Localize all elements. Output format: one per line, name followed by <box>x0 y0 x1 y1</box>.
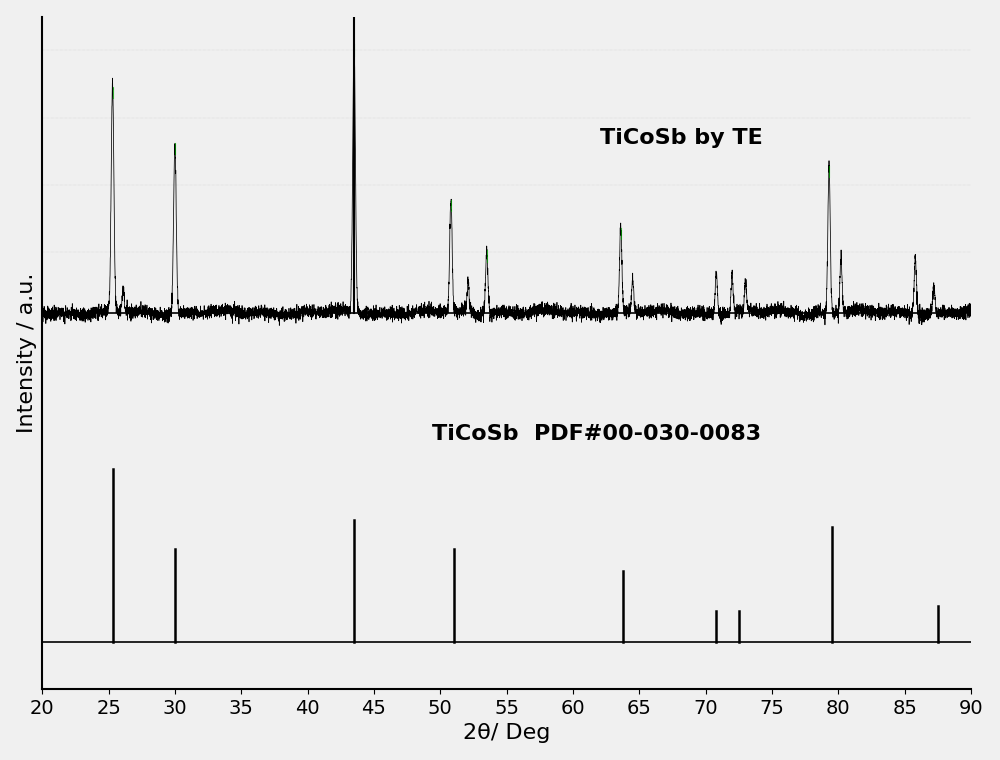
Text: TiCoSb by TE: TiCoSb by TE <box>600 128 762 147</box>
Y-axis label: Intensity / a.u.: Intensity / a.u. <box>17 273 37 433</box>
X-axis label: 2θ/ Deg: 2θ/ Deg <box>463 724 550 743</box>
Text: TiCoSb  PDF#00-030-0083: TiCoSb PDF#00-030-0083 <box>432 423 761 444</box>
